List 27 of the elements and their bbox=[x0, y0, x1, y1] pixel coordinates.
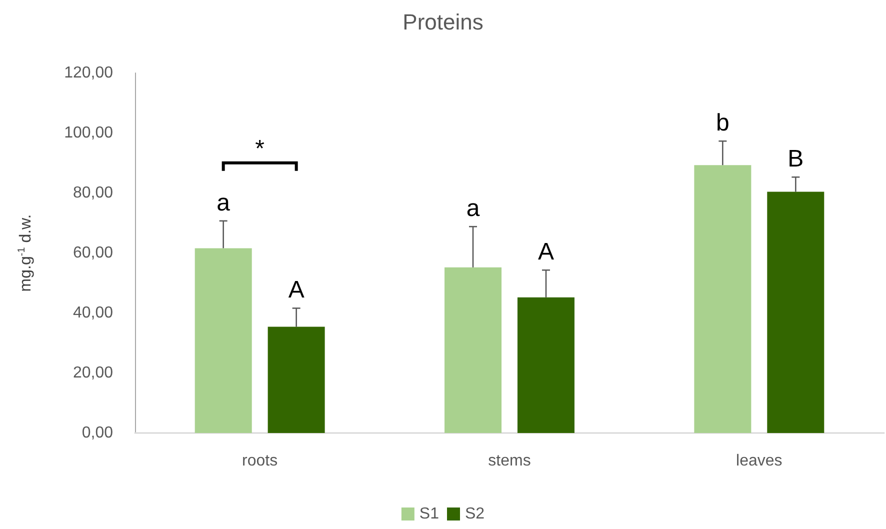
x-tick-label: roots bbox=[242, 452, 278, 470]
y-tick-label: 20,00 bbox=[72, 364, 114, 382]
bar bbox=[194, 248, 252, 433]
annotation: * bbox=[255, 135, 265, 162]
bar bbox=[517, 297, 574, 433]
annotation: A bbox=[538, 238, 554, 266]
legend-label: S2 bbox=[465, 506, 485, 522]
bar bbox=[444, 267, 502, 433]
y-tick-label: 40,00 bbox=[72, 304, 114, 322]
annotation: a bbox=[466, 195, 480, 222]
bar bbox=[268, 326, 325, 433]
bar bbox=[767, 192, 824, 433]
annotation: b bbox=[716, 110, 730, 137]
y-tick-label: 60,00 bbox=[72, 244, 114, 262]
x-tick-label: stems bbox=[488, 452, 531, 470]
x-tick-label: leaves bbox=[736, 452, 782, 470]
bar bbox=[694, 165, 752, 433]
y-axis-title: mg.g-1 d.w. bbox=[16, 214, 34, 292]
annotation: B bbox=[788, 146, 804, 173]
y-tick-label: 80,00 bbox=[72, 184, 114, 202]
y-tick-label: 0,00 bbox=[82, 424, 114, 442]
y-tick-label: 100,00 bbox=[64, 124, 114, 142]
legend-label: S1 bbox=[419, 506, 440, 522]
chart-title: Proteins bbox=[402, 10, 484, 34]
annotation: A bbox=[288, 276, 304, 304]
annotation: a bbox=[216, 189, 231, 216]
y-tick-label: 120,00 bbox=[64, 64, 114, 82]
